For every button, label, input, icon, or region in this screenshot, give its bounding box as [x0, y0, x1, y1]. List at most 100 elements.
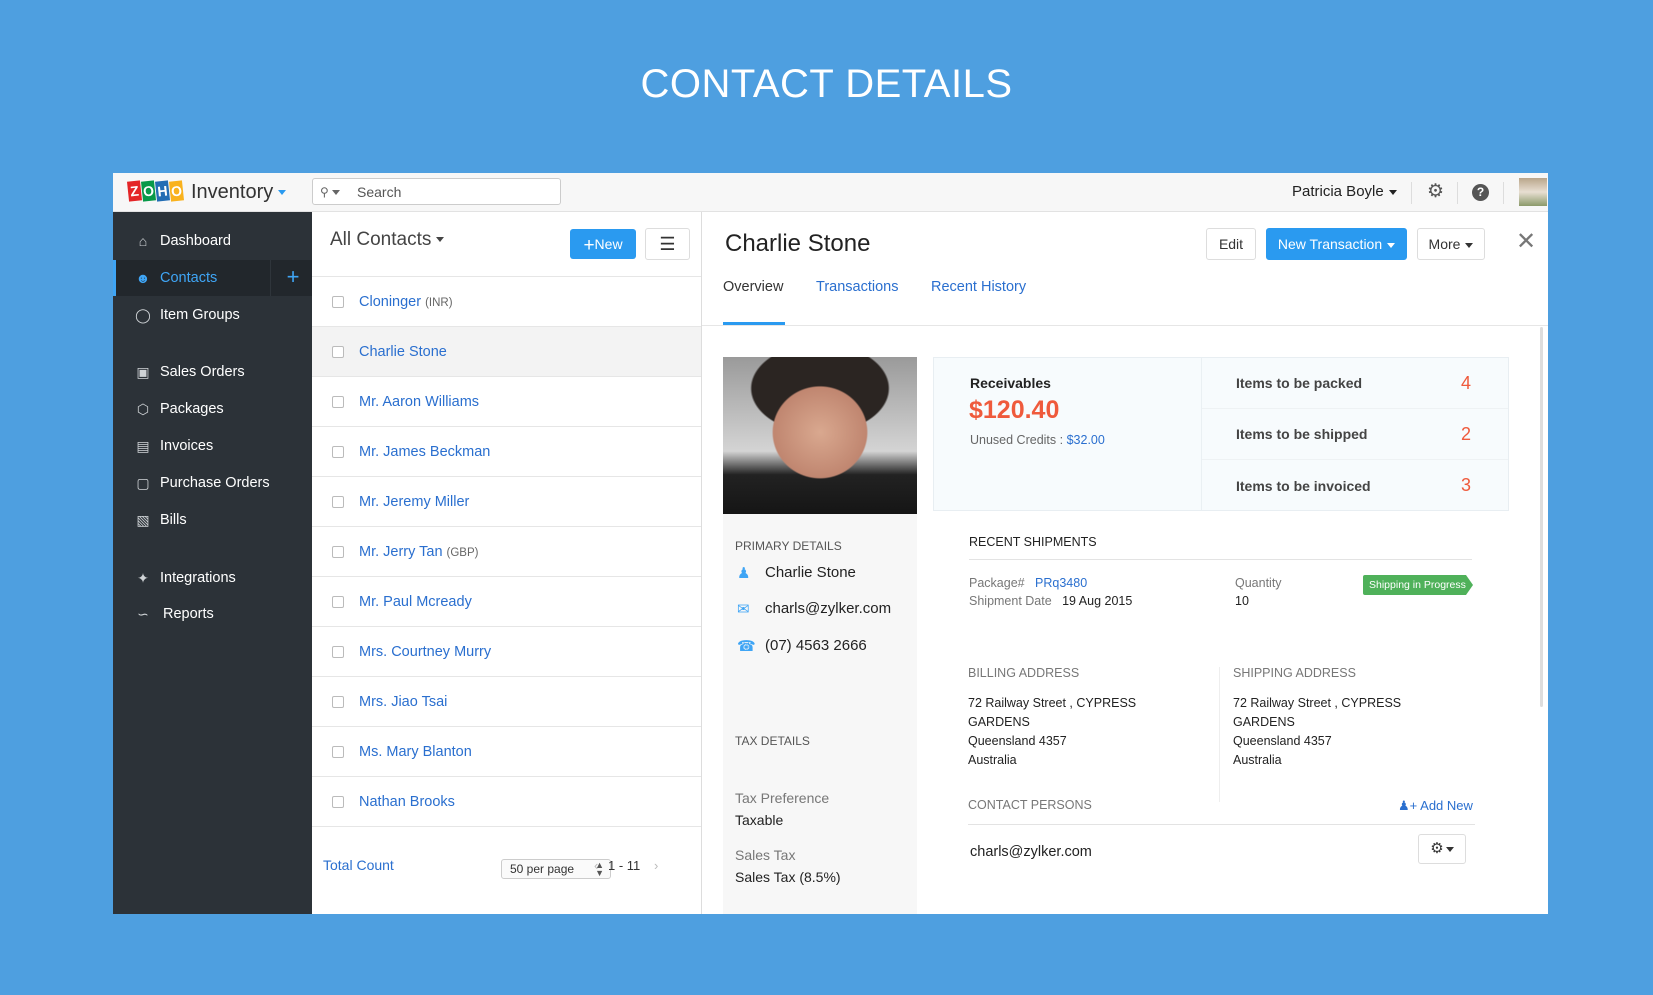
sidebar-item-invoices[interactable]: ▤ Invoices [113, 428, 312, 464]
contact-name-link[interactable]: Ms. Mary Blanton [359, 744, 472, 760]
app-switcher[interactable]: Inventory [191, 181, 287, 204]
new-label: New [594, 236, 623, 252]
shipment-date: Shipment Date 19 Aug 2015 [969, 594, 1132, 608]
contact-name-link[interactable]: Charlie Stone [359, 344, 447, 360]
contact-row[interactable]: Mrs. Courtney Murry [312, 626, 701, 676]
row-checkbox[interactable] [332, 595, 344, 608]
sidebar-item-sales-orders[interactable]: ▣ Sales Orders [113, 354, 312, 390]
contact-name-link[interactable]: Mr. Paul Mcready [359, 594, 472, 610]
total-count-link[interactable]: Total Count [323, 857, 394, 873]
contact-row[interactable]: Charlie Stone [312, 326, 701, 376]
contact-name: Charlie Stone [359, 343, 447, 360]
tab-overview[interactable]: Overview [723, 279, 784, 295]
add-new-label: Add New [1420, 798, 1473, 813]
contact-name-link[interactable]: Mrs. Courtney Murry [359, 644, 491, 660]
contact-row[interactable]: Mr. Aaron Williams [312, 376, 701, 426]
contact-name-link[interactable]: Mrs. Jiao Tsai [359, 694, 447, 710]
new-transaction-button[interactable]: New Transaction [1266, 228, 1407, 260]
next-page-icon[interactable]: › [654, 858, 659, 873]
sidebar-item-reports[interactable]: ∽ Reports [113, 596, 312, 632]
contact-row[interactable]: Cloninger (INR) [312, 276, 701, 326]
list-menu-button[interactable]: ☰ [645, 228, 690, 260]
receivables-label: Receivables [970, 375, 1051, 391]
row-checkbox[interactable] [332, 495, 344, 508]
tab-recent-history[interactable]: Recent History [931, 279, 1027, 295]
contact-row[interactable]: Nathan Brooks [312, 776, 701, 826]
avatar[interactable] [1519, 178, 1547, 206]
contact-row[interactable]: Mr. Jerry Tan (GBP) [312, 526, 701, 576]
contact-name-link[interactable]: Cloninger (INR) [359, 294, 453, 310]
cart-icon: ▣ [136, 363, 150, 380]
summary-label: Items to be shipped [1236, 426, 1368, 442]
sidebar-item-contacts[interactable]: ☻ Contacts + [113, 260, 312, 296]
summary-row[interactable]: Items to be shipped 2 [1202, 409, 1508, 460]
contact-name: Cloninger [359, 293, 422, 310]
contact-name-link[interactable]: Nathan Brooks [359, 794, 455, 810]
email-icon: ✉ [737, 601, 750, 618]
new-contact-button[interactable]: +New [570, 229, 636, 259]
contact-name-link[interactable]: Mr. Jeremy Miller [359, 494, 469, 510]
zoho-logo[interactable]: Z O H O [126, 180, 185, 202]
contact-row[interactable]: Ms. Mary Blanton [312, 726, 701, 776]
add-contact-person-link[interactable]: ♟+ Add New [1398, 798, 1473, 814]
row-checkbox[interactable] [332, 695, 344, 708]
sidebar-item-purchase-orders[interactable]: ▢ Purchase Orders [113, 465, 312, 501]
summary-row[interactable]: Items to be packed 4 [1202, 358, 1508, 409]
new-transaction-label: New Transaction [1277, 236, 1383, 252]
tab-transactions[interactable]: Transactions [816, 279, 899, 295]
row-checkbox[interactable] [332, 745, 344, 758]
sidebar-item-bills[interactable]: ▧ Bills [113, 502, 312, 538]
row-checkbox[interactable] [332, 645, 344, 658]
sidebar-item-packages[interactable]: ⬡ Packages [113, 391, 312, 427]
row-checkbox[interactable] [332, 545, 344, 558]
primary-email[interactable]: charls@zylker.com [765, 600, 892, 617]
scrollbar[interactable] [1540, 327, 1543, 707]
sidebar-item-label: Bills [160, 512, 187, 528]
contact-row[interactable]: Mr. James Beckman [312, 426, 701, 476]
row-checkbox[interactable] [332, 395, 344, 408]
logo-letter: O [168, 180, 185, 202]
summary-count: 3 [1461, 475, 1472, 495]
logo-letter: O [140, 180, 157, 202]
prev-page-icon[interactable]: ‹ [594, 858, 599, 873]
row-checkbox[interactable] [332, 295, 344, 308]
sidebar-item-label: Contacts [160, 270, 218, 286]
search-input[interactable]: ⚲ Search [312, 178, 561, 205]
contact-persons-heading: CONTACT PERSONS [968, 798, 1092, 812]
tax-preference-label: Tax Preference [735, 790, 830, 806]
address-line: GARDENS [1233, 715, 1295, 729]
primary-name: Charlie Stone [765, 564, 856, 581]
help-icon[interactable]: ? [1472, 184, 1489, 201]
sidebar-item-label: Purchase Orders [160, 475, 270, 491]
package-link[interactable]: PRq3480 [1035, 576, 1088, 590]
user-menu[interactable]: Patricia Boyle [1292, 183, 1397, 200]
row-checkbox[interactable] [332, 345, 344, 358]
sidebar-item-dashboard[interactable]: ⌂ Dashboard [113, 223, 312, 259]
add-user-icon: ♟+ [1398, 798, 1418, 813]
unused-credits-amount[interactable]: $32.00 [1066, 433, 1105, 447]
address-line: Queensland 4357 [1233, 734, 1332, 748]
more-button[interactable]: More [1417, 228, 1485, 260]
contact-name-link[interactable]: Mr. Jerry Tan (GBP) [359, 544, 478, 560]
add-contact-button[interactable]: + [270, 260, 315, 296]
address-line: Australia [1233, 753, 1282, 767]
contact-row[interactable]: Mr. Paul Mcready [312, 576, 701, 626]
sidebar-item-integrations[interactable]: ✦ Integrations [113, 560, 312, 596]
per-page-select[interactable]: 50 per page ▲ ▼ [501, 859, 611, 879]
row-checkbox[interactable] [332, 445, 344, 458]
contact-person-settings-button[interactable]: ⚙ [1418, 834, 1466, 864]
list-view-selector[interactable]: All Contacts [330, 229, 445, 251]
divider [1503, 182, 1504, 204]
close-icon[interactable]: ✕ [1516, 228, 1537, 255]
row-checkbox[interactable] [332, 795, 344, 808]
summary-row[interactable]: Items to be invoiced 3 [1202, 460, 1508, 511]
contact-name-link[interactable]: Mr. James Beckman [359, 444, 490, 460]
contact-row[interactable]: Mr. Jeremy Miller [312, 476, 701, 526]
sales-tax-value: Sales Tax (8.5%) [735, 869, 841, 885]
sidebar-item-item-groups[interactable]: ◯ Item Groups [113, 297, 312, 333]
contact-name-link[interactable]: Mr. Aaron Williams [359, 394, 479, 410]
search-icon[interactable]: ⚲ [320, 184, 348, 200]
gear-icon[interactable]: ⚙ [1427, 181, 1445, 202]
edit-button[interactable]: Edit [1206, 228, 1256, 260]
contact-row[interactable]: Mrs. Jiao Tsai [312, 676, 701, 726]
